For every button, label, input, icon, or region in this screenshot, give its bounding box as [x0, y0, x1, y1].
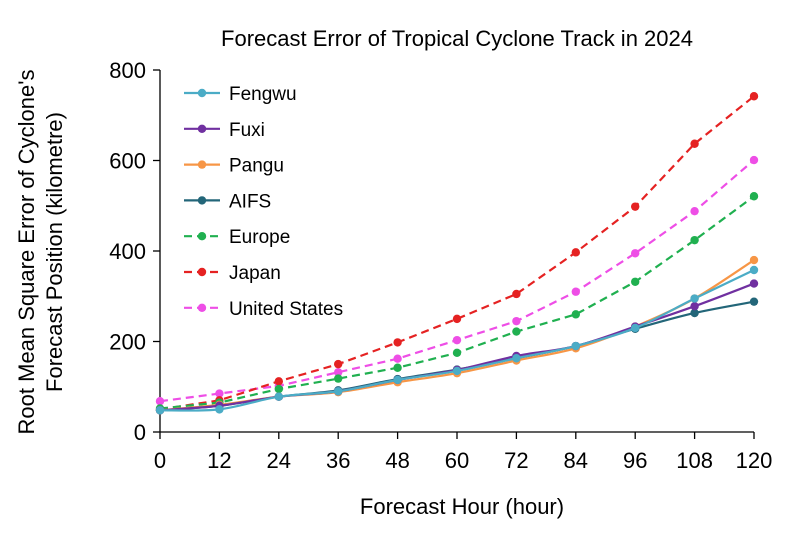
series-fengwu — [155, 265, 759, 415]
data-point-fengwu-108 — [690, 294, 699, 303]
data-point-united-states-12 — [215, 389, 224, 398]
legend-label: AIFS — [229, 191, 271, 212]
legend-label: Pangu — [229, 156, 284, 177]
data-point-japan-120 — [749, 92, 759, 101]
data-point-united-states-96 — [631, 249, 640, 258]
data-point-fengwu-60 — [452, 366, 462, 376]
data-point-japan-60 — [452, 314, 462, 324]
x-tick-label: 0 — [154, 448, 166, 473]
x-tick-label: 96 — [623, 448, 647, 473]
data-point-japan-96 — [631, 202, 640, 211]
data-point-united-states-72 — [512, 316, 521, 326]
legend-swatch-marker — [197, 303, 207, 312]
data-point-aifs-120 — [749, 297, 759, 306]
data-point-fengwu-48 — [393, 375, 402, 385]
data-point-europe-108 — [690, 235, 699, 245]
data-point-fengwu-0 — [155, 406, 165, 415]
legend-swatch-marker — [197, 124, 207, 133]
data-point-united-states-48 — [393, 354, 402, 363]
legend-label: Fengwu — [229, 84, 297, 105]
x-tick-label: 108 — [676, 448, 713, 473]
x-tick-label: 36 — [326, 448, 350, 473]
legend-swatch-marker — [197, 267, 207, 277]
data-point-united-states-0 — [155, 397, 165, 406]
y-tick-label: 600 — [109, 149, 146, 174]
x-tick-label: 60 — [445, 448, 469, 473]
y-axis-title-line2: Forecast Position (kilometre) — [42, 112, 67, 392]
legend-label: Fuxi — [229, 120, 265, 141]
y-tick-label: 400 — [109, 239, 146, 264]
x-tick-label: 84 — [564, 448, 588, 473]
series-line-japan — [159, 95, 755, 411]
data-point-japan-24 — [274, 377, 283, 386]
x-tick-label: 12 — [207, 448, 231, 473]
data-point-fengwu-24 — [274, 392, 283, 401]
legend-item-europe: Europe — [184, 227, 290, 248]
legend-label: Japan — [229, 263, 281, 284]
x-tick-label: 120 — [736, 448, 773, 473]
legend-label: Europe — [229, 227, 290, 248]
data-point-europe-120 — [749, 192, 759, 201]
x-tick-label: 72 — [504, 448, 528, 473]
x-tick-label: 24 — [267, 448, 291, 473]
legend-item-pangu: Pangu — [184, 156, 284, 177]
data-point-united-states-120 — [749, 155, 759, 165]
y-axis-title: Root Mean Square Error of Cyclone's Fore… — [14, 70, 67, 435]
legend-item-fuxi: Fuxi — [184, 120, 265, 141]
legend-item-japan: Japan — [184, 263, 281, 284]
data-point-europe-36 — [334, 374, 343, 383]
data-point-japan-108 — [690, 139, 699, 148]
data-point-fengwu-12 — [215, 405, 224, 414]
x-tick-label: 48 — [385, 448, 409, 473]
data-point-europe-60 — [452, 348, 462, 358]
data-point-fengwu-36 — [334, 387, 343, 396]
legend-swatch-marker — [197, 88, 207, 98]
chart-title: Forecast Error of Tropical Cyclone Track… — [221, 26, 693, 51]
legend-swatch-marker — [197, 232, 207, 241]
data-point-fengwu-84 — [571, 341, 580, 351]
axes — [153, 69, 755, 439]
legend-item-aifs: AIFS — [184, 191, 271, 212]
series-layer — [155, 92, 759, 415]
data-point-japan-48 — [393, 338, 402, 347]
data-point-united-states-108 — [690, 206, 699, 216]
legend-item-united-states: United States — [184, 299, 343, 320]
data-point-fuxi-108 — [690, 302, 699, 311]
data-point-japan-72 — [512, 289, 521, 299]
data-point-europe-48 — [393, 363, 402, 372]
data-point-europe-84 — [571, 310, 580, 319]
legend-label: United States — [229, 299, 343, 320]
data-point-united-states-60 — [452, 335, 462, 345]
y-tick-label: 800 — [109, 58, 146, 83]
data-point-pangu-120 — [749, 255, 759, 265]
data-point-fengwu-96 — [631, 323, 640, 333]
data-point-aifs-108 — [690, 308, 699, 318]
data-point-europe-72 — [512, 327, 521, 336]
data-point-united-states-84 — [571, 287, 580, 296]
y-tick-label: 200 — [109, 330, 146, 355]
legend: Fengwu Fuxi Pangu AIFS Europe Japan United Sta… — [184, 84, 343, 320]
data-point-fengwu-72 — [512, 354, 521, 363]
tick-labels: 0 200 400 600 800 0 12 24 36 48 60 72 84 96 108 120 — [109, 58, 772, 473]
data-point-europe-24 — [274, 384, 283, 394]
y-tick-label: 0 — [134, 420, 146, 445]
legend-item-fengwu: Fengwu — [184, 84, 297, 105]
legend-swatch-marker — [197, 196, 207, 205]
x-axis-title: Forecast Hour (hour) — [360, 494, 564, 519]
data-point-japan-36 — [334, 359, 343, 369]
data-point-fuxi-120 — [749, 279, 759, 288]
y-axis-title-line1: Root Mean Square Error of Cyclone's — [14, 70, 39, 435]
data-point-united-states-36 — [334, 368, 343, 377]
data-point-europe-96 — [631, 277, 640, 286]
data-point-fengwu-120 — [749, 265, 759, 275]
legend-swatch-marker — [197, 160, 207, 169]
data-point-japan-84 — [571, 248, 580, 257]
